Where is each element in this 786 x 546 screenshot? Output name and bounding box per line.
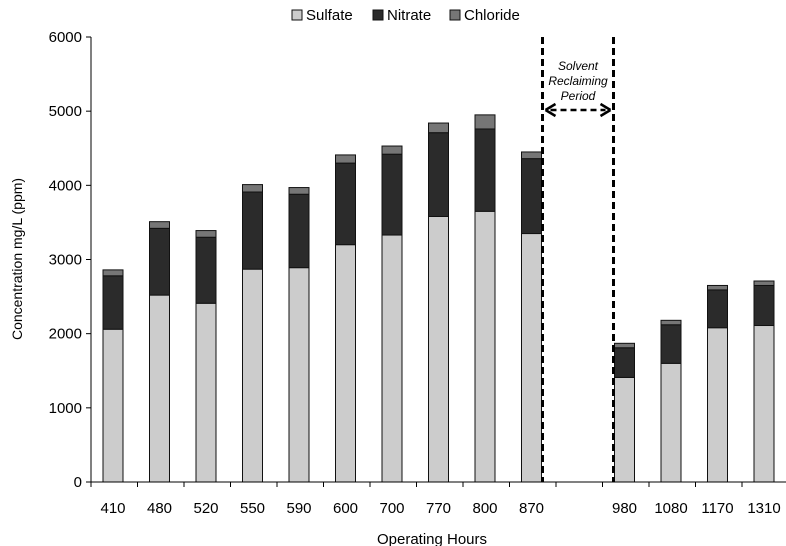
bar-chloride bbox=[242, 184, 263, 193]
bar-nitrate bbox=[660, 324, 682, 364]
legend-label-nitrate: Nitrate bbox=[387, 7, 431, 24]
bar-chloride bbox=[660, 319, 682, 326]
reclaim-arrowhead-left bbox=[544, 102, 557, 118]
legend-swatch-chloride bbox=[449, 9, 461, 21]
y-tick-label: 1000 bbox=[49, 400, 82, 417]
y-tick-label: 2000 bbox=[49, 326, 82, 343]
legend-swatch-sulfate bbox=[291, 9, 303, 21]
bar-nitrate bbox=[195, 236, 217, 304]
reclaim-label-line: Period bbox=[561, 89, 596, 103]
bar-sulfate bbox=[242, 268, 263, 483]
bar-chloride bbox=[707, 284, 728, 291]
bar-nitrate bbox=[288, 193, 310, 269]
bar-nitrate bbox=[149, 227, 170, 296]
bar-sulfate bbox=[288, 267, 310, 483]
x-tick-label: 1310 bbox=[747, 500, 780, 517]
bar-chloride bbox=[288, 187, 310, 195]
bar-sulfate bbox=[149, 294, 170, 483]
x-tick-label: 520 bbox=[193, 500, 218, 517]
y-tick-label: 4000 bbox=[49, 177, 82, 194]
bar-nitrate bbox=[102, 275, 124, 330]
x-tick-label: 410 bbox=[100, 500, 125, 517]
bar-chloride bbox=[474, 114, 496, 130]
bar-nitrate bbox=[521, 158, 542, 235]
legend: Sulfate Nitrate Chloride bbox=[291, 7, 520, 24]
x-tick-label: 1080 bbox=[654, 500, 687, 517]
x-tick-label: 770 bbox=[426, 500, 451, 517]
bar-chloride bbox=[335, 154, 356, 164]
y-tick-label: 5000 bbox=[49, 103, 82, 120]
reclaim-label-line: Reclaiming bbox=[548, 74, 608, 88]
bar-chloride bbox=[102, 269, 124, 277]
x-tick-label: 590 bbox=[286, 500, 311, 517]
bar-nitrate bbox=[335, 162, 356, 246]
y-tick-label: 0 bbox=[74, 474, 82, 491]
x-axis-title: Operating Hours bbox=[377, 531, 487, 546]
bar-sulfate bbox=[614, 376, 635, 483]
bar-nitrate bbox=[381, 153, 403, 236]
bar-nitrate bbox=[707, 289, 728, 329]
bar-chloride bbox=[521, 151, 542, 160]
bar-sulfate bbox=[428, 215, 449, 483]
reclaim-label-line: Solvent bbox=[558, 59, 599, 73]
y-tick-labels: 0 1000 2000 3000 4000 5000 6000 bbox=[49, 29, 91, 491]
bar-nitrate bbox=[614, 347, 635, 378]
bars-layer bbox=[102, 114, 775, 483]
reclaim-arrowhead-right bbox=[599, 102, 612, 118]
x-tick-label: 550 bbox=[240, 500, 265, 517]
x-tick-labels: 410 480 520 550 590 600 700 770 800 870 980 1080 117… bbox=[90, 482, 781, 517]
bar-sulfate bbox=[474, 210, 496, 483]
legend-label-chloride: Chloride bbox=[464, 7, 520, 24]
bar-sulfate bbox=[381, 234, 403, 483]
bar-sulfate bbox=[102, 328, 124, 483]
bar-nitrate bbox=[242, 191, 263, 270]
y-axis-title: Concentration mg/L (ppm) bbox=[9, 178, 25, 340]
x-tick-label: 700 bbox=[379, 500, 404, 517]
bar-nitrate bbox=[474, 128, 496, 212]
bar-chloride bbox=[753, 280, 775, 286]
bar-nitrate bbox=[428, 132, 449, 217]
bar-chloride bbox=[195, 230, 217, 238]
x-tick-label: 480 bbox=[147, 500, 172, 517]
bar-chloride bbox=[149, 221, 170, 229]
legend-swatch-nitrate bbox=[372, 9, 384, 21]
y-tick-label: 3000 bbox=[49, 252, 82, 269]
bar-sulfate bbox=[707, 327, 728, 483]
bar-chloride bbox=[614, 342, 635, 349]
bar-sulfate bbox=[521, 233, 542, 483]
x-tick-label: 600 bbox=[333, 500, 358, 517]
bar-sulfate bbox=[660, 362, 682, 483]
x-tick-label: 980 bbox=[612, 500, 637, 517]
x-tick-label: 1170 bbox=[701, 500, 733, 517]
bar-sulfate bbox=[753, 325, 775, 483]
x-tick-label: 870 bbox=[519, 500, 544, 517]
y-tick-label: 6000 bbox=[49, 29, 82, 46]
bar-sulfate bbox=[195, 302, 217, 483]
bar-nitrate bbox=[753, 284, 775, 327]
legend-label-sulfate: Sulfate bbox=[306, 7, 353, 24]
x-tick-label: 800 bbox=[472, 500, 497, 517]
bar-chloride bbox=[381, 145, 403, 155]
bar-chloride bbox=[428, 122, 449, 134]
bar-sulfate bbox=[335, 244, 356, 483]
